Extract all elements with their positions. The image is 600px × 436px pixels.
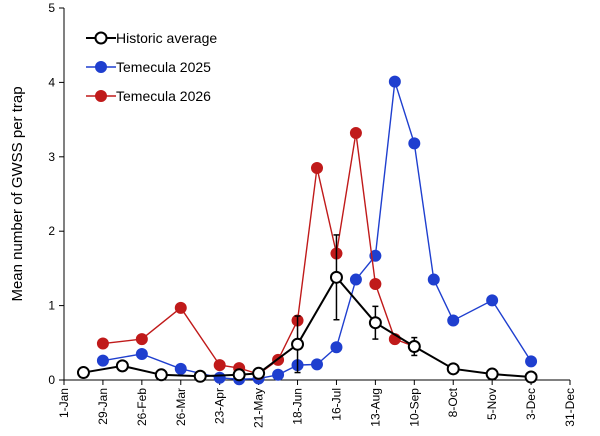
legend-item: Temecula 2025 xyxy=(86,59,211,75)
y-ticks: 0 1 2 3 4 5 xyxy=(48,1,64,387)
legend: Historic average Temecula 2025 Temecula 20… xyxy=(86,30,217,104)
data-point xyxy=(193,369,207,383)
legend-item: Historic average xyxy=(86,30,217,46)
x-tick-label: 21-May xyxy=(252,388,266,428)
x-tick-label: 23-Apr xyxy=(213,388,227,424)
x-tick-label: 29-Jan xyxy=(96,388,110,425)
x-tick-label: 26-Feb xyxy=(135,388,149,426)
x-tick-label: 5-Nov xyxy=(485,388,499,420)
data-point xyxy=(311,358,323,371)
data-point xyxy=(232,368,246,382)
series-line xyxy=(102,81,532,380)
data-point xyxy=(427,273,440,286)
y-tick-label: 2 xyxy=(48,224,55,238)
data-point xyxy=(369,278,382,291)
data-point xyxy=(252,366,266,380)
data-point xyxy=(388,75,401,88)
series-layer xyxy=(76,75,538,386)
x-tick-label: 18-Jun xyxy=(291,388,305,425)
x-tick-label: 10-Sep xyxy=(407,388,421,427)
data-point xyxy=(154,368,168,382)
y-tick-label: 5 xyxy=(48,1,55,15)
legend-swatch-marker xyxy=(94,31,108,45)
data-point xyxy=(446,362,460,376)
data-point xyxy=(349,126,362,139)
data-point xyxy=(486,294,499,307)
legend-label: Temecula 2026 xyxy=(116,88,211,104)
legend-swatch-marker xyxy=(95,90,107,102)
data-point xyxy=(135,333,148,346)
series-1 xyxy=(96,75,538,386)
y-tick-label: 1 xyxy=(48,299,55,313)
data-point xyxy=(447,314,460,327)
y-tick-label: 3 xyxy=(48,150,55,164)
series-line xyxy=(102,132,415,375)
data-point xyxy=(524,370,538,384)
legend-label: Historic average xyxy=(116,30,217,46)
data-point xyxy=(174,301,187,314)
data-point xyxy=(291,337,305,351)
data-point xyxy=(272,368,285,381)
data-point xyxy=(174,362,187,375)
data-point xyxy=(329,270,343,284)
series-2 xyxy=(96,126,421,381)
x-tick-label: 13-Aug xyxy=(368,388,382,427)
x-tick-label: 1-Jan xyxy=(57,388,71,418)
data-point xyxy=(485,367,499,381)
legend-label: Temecula 2025 xyxy=(116,59,211,75)
data-point xyxy=(368,316,382,330)
series-0 xyxy=(76,234,538,384)
data-point xyxy=(311,161,323,174)
y-tick-label: 0 xyxy=(48,373,55,387)
data-point xyxy=(96,354,109,367)
x-tick-label: 8-Oct xyxy=(446,387,460,417)
series-line xyxy=(83,275,532,379)
data-point xyxy=(76,366,90,380)
data-point xyxy=(407,340,421,354)
data-point xyxy=(330,341,343,354)
y-tick-label: 4 xyxy=(48,75,55,89)
data-point xyxy=(349,273,362,286)
data-point xyxy=(135,347,148,360)
y-axis-label: Mean number of GWSS per trap xyxy=(9,86,26,301)
data-point xyxy=(525,355,538,368)
data-point xyxy=(213,371,226,384)
x-tick-label: 26-Mar xyxy=(174,388,188,426)
legend-swatch-marker xyxy=(95,61,107,73)
x-tick-label: 31-Dec xyxy=(563,388,577,427)
legend-item: Temecula 2026 xyxy=(86,88,211,104)
data-point xyxy=(213,359,226,372)
data-point xyxy=(115,359,129,373)
axes xyxy=(63,8,570,381)
x-tick-label: 3-Dec xyxy=(524,388,538,420)
data-point xyxy=(96,337,109,350)
x-tick-label: 16-Jul xyxy=(329,388,343,421)
data-point xyxy=(408,137,421,150)
x-ticks: 1-Jan 29-Jan 26-Feb 26-Mar 23-Apr 21-May 18-Ju… xyxy=(57,380,577,428)
